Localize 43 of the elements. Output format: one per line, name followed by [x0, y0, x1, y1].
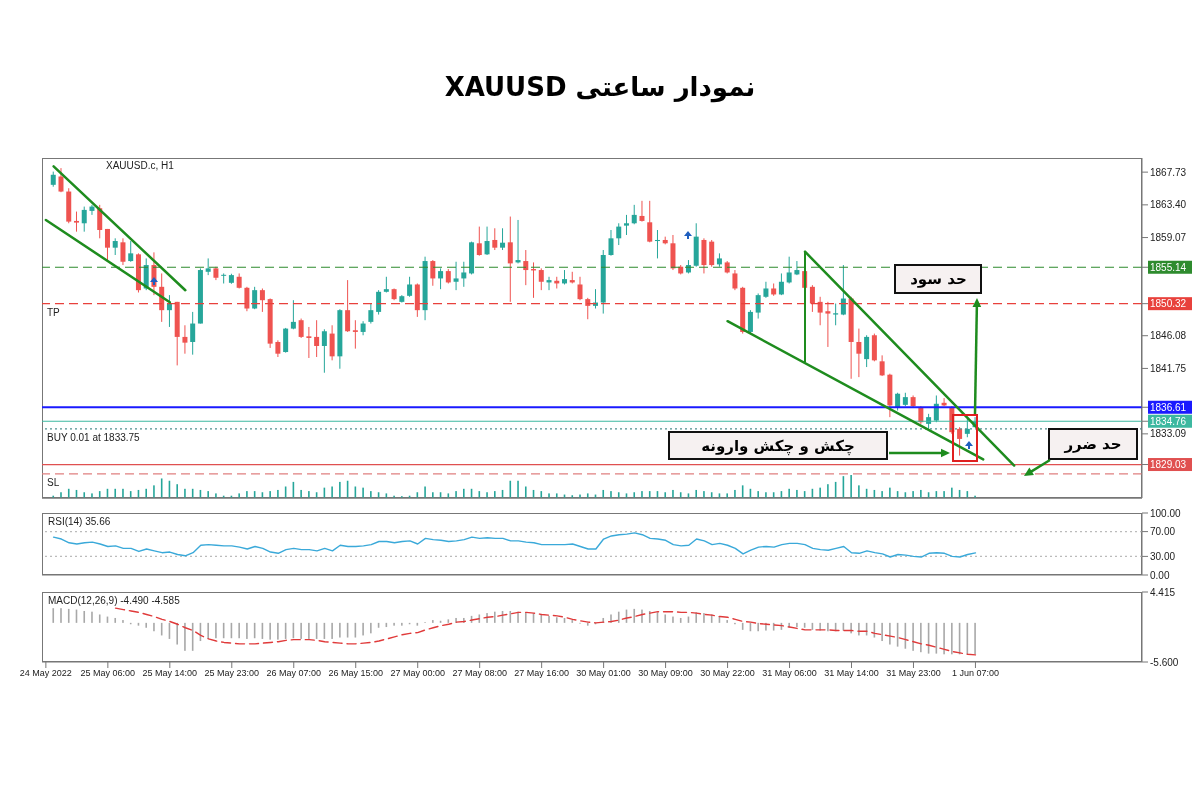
y-tick-label: 1867.73 — [1150, 166, 1187, 178]
y-tick-label: 1855.14 — [1150, 261, 1187, 273]
x-tick-label: 27 May 00:00 — [390, 668, 445, 679]
ref-line-label: TP — [47, 306, 61, 318]
y-tick-label: 0.00 — [1150, 569, 1170, 581]
annotation: RSI(14) 35.66 — [46, 516, 113, 528]
x-tick-label: 27 May 08:00 — [452, 668, 507, 679]
callout-box: حد سود — [894, 263, 983, 294]
y-tick-label: 1859.07 — [1150, 232, 1187, 244]
y-tick-label: 1829.03 — [1150, 459, 1187, 471]
x-tick-label: 26 May 07:00 — [266, 668, 322, 679]
annotation: XAUUSD.c, H1 — [105, 160, 175, 172]
y-tick-label: 100.00 — [1150, 507, 1182, 519]
y-tick-label: 4.415 — [1150, 586, 1176, 598]
x-tick-label: 31 May 14:00 — [824, 668, 879, 679]
x-tick-label: 25 May 23:00 — [204, 668, 260, 679]
y-tick-label: 70.00 — [1150, 526, 1176, 538]
y-tick-label: 1833.09 — [1150, 428, 1187, 440]
x-tick-label: 24 May 2022 — [19, 668, 72, 679]
x-tick-label: 25 May 06:00 — [80, 668, 136, 679]
x-tick-label: 26 May 15:00 — [328, 668, 384, 679]
y-tick-label: -5.600 — [1150, 656, 1179, 668]
x-tick-label: 25 May 14:00 — [142, 668, 198, 679]
y-tick-label: 1863.40 — [1150, 199, 1187, 211]
x-tick-label: 30 May 09:00 — [638, 668, 693, 679]
y-tick-label: 1846.08 — [1150, 330, 1187, 342]
annotation: MACD(12,26,9) -4.490 -4.585 — [46, 595, 182, 607]
y-tick-label: 1841.75 — [1150, 362, 1187, 374]
x-tick-label: 30 May 22:00 — [700, 668, 755, 679]
x-tick-label: 30 May 01:00 — [576, 668, 631, 679]
callout-box: حد ضرر — [1048, 428, 1138, 460]
ref-line-label: SL — [47, 476, 60, 488]
y-tick-label: 1836.61 — [1150, 401, 1187, 413]
y-tick-label: 1834.76 — [1150, 415, 1187, 427]
y-tick-label: 1850.32 — [1150, 298, 1187, 310]
x-tick-label: 1 Jun 07:00 — [951, 668, 999, 679]
x-tick-label: 31 May 23:00 — [886, 668, 941, 679]
chart-title: نمودار ساعتی XAUUSD — [443, 72, 757, 102]
callout-box: چکش و چکش وارونه — [668, 431, 888, 460]
ref-line-label: BUY 0.01 at 1833.75 — [47, 431, 141, 443]
x-tick-label: 27 May 16:00 — [514, 668, 569, 679]
y-tick-label: 30.00 — [1150, 550, 1176, 562]
x-tick-label: 31 May 06:00 — [762, 668, 817, 679]
